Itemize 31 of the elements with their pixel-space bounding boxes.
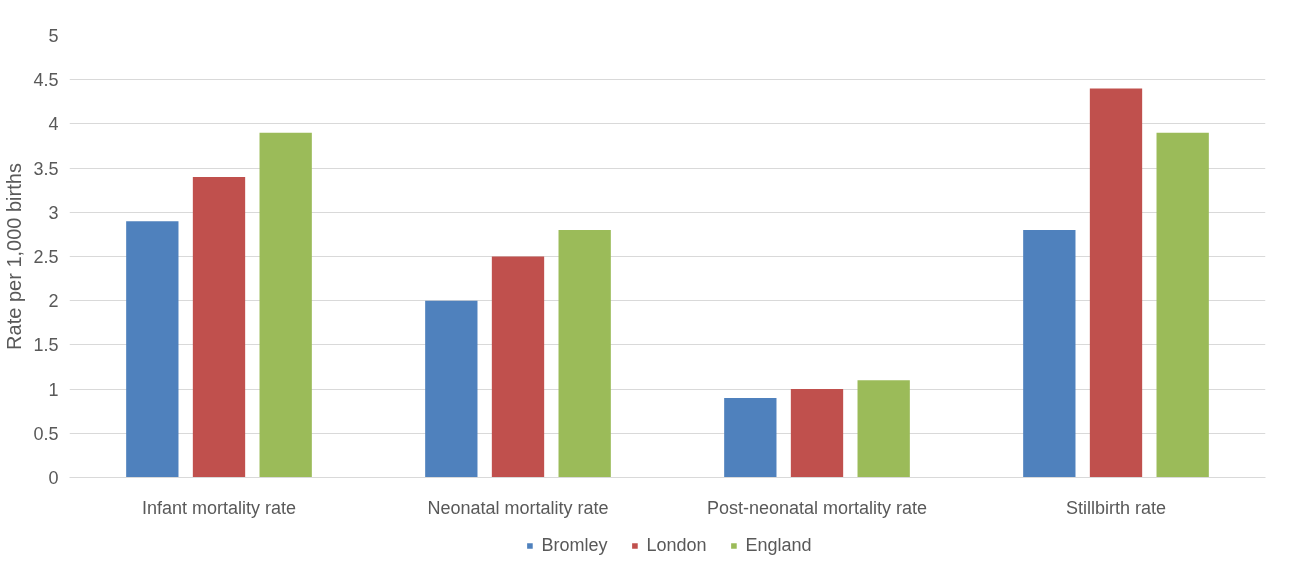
legend-label: Bromley <box>541 534 608 556</box>
x-tick-label: Post-neonatal mortality rate <box>706 497 928 518</box>
x-tick-label: Infant mortality rate <box>141 497 297 518</box>
legend-label: London <box>646 534 707 556</box>
bar <box>126 221 179 478</box>
y-axis-title: Rate per 1,000 births <box>3 163 26 350</box>
y-tick-label: 0 <box>48 468 59 488</box>
bar <box>192 176 246 478</box>
y-tick-label: 4 <box>48 114 59 135</box>
x-tick-label: Stillbirth rate <box>1065 497 1167 518</box>
y-tick-label: 5 <box>48 26 59 46</box>
y-tick-label: 3.5 <box>33 158 59 179</box>
y-tick-label: 0.5 <box>33 423 59 444</box>
bar <box>790 389 844 478</box>
bar <box>1089 88 1143 478</box>
y-tick-label: 2 <box>48 291 59 312</box>
bar <box>724 397 777 478</box>
y-tick-label: 4.5 <box>33 70 59 91</box>
y-tick-label: 3 <box>48 202 59 223</box>
legend-label: England <box>745 534 812 556</box>
bar <box>491 256 545 478</box>
bar <box>425 300 478 478</box>
bar <box>1023 229 1076 478</box>
bar <box>857 380 910 478</box>
y-tick-label: 1 <box>48 379 59 400</box>
bar <box>259 132 312 478</box>
y-tick-label: 1.5 <box>33 335 59 356</box>
bar <box>1156 132 1209 478</box>
bar <box>558 229 611 478</box>
x-tick-label: Neonatal mortality rate <box>427 497 609 518</box>
y-tick-label: 2.5 <box>33 247 59 267</box>
